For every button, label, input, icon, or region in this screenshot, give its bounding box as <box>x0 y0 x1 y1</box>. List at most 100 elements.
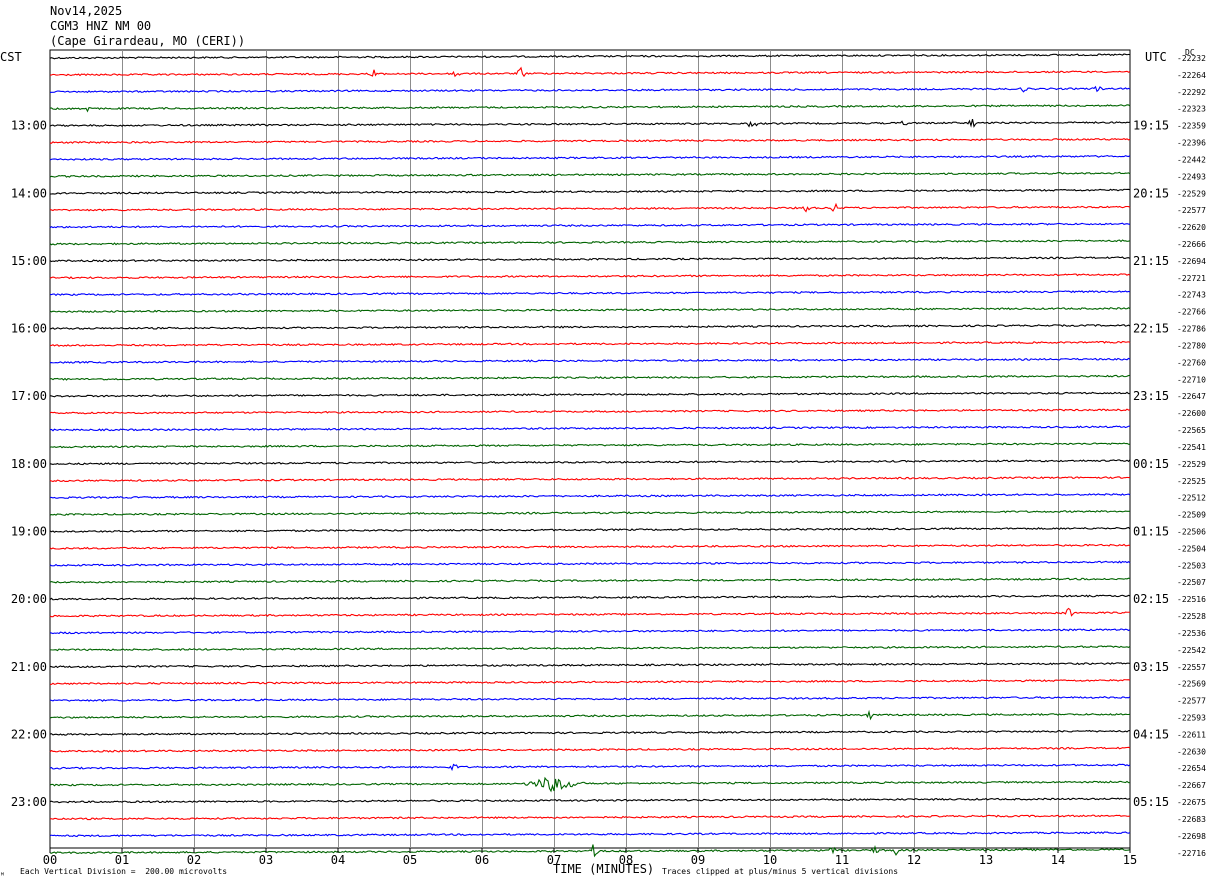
trace-19 <box>49 374 1131 381</box>
x-tick-label: 03 <box>259 853 273 867</box>
trace-28 <box>49 526 1131 533</box>
cst-hour-label: 22:00 <box>11 727 47 741</box>
cst-hour-label: 19:00 <box>11 524 47 538</box>
clip-note: Traces clipped at plus/minus 5 vertical … <box>662 867 899 876</box>
utc-hour-label: 20:15 <box>1133 186 1169 200</box>
cst-hour-label: 13:00 <box>11 119 47 133</box>
dc-offset-label: -22264 <box>1177 71 1206 80</box>
dc-offset-label: -22743 <box>1177 291 1206 300</box>
utc-hour-label: 03:15 <box>1133 660 1169 674</box>
header-date: Nov14,2025 <box>50 4 123 18</box>
header-station: CGM3 HNZ NM 00 <box>50 19 152 33</box>
cst-hour-label: 14:00 <box>11 186 47 200</box>
x-tick-label: 14 <box>1051 853 1065 867</box>
x-tick-label: 04 <box>331 853 345 867</box>
trace-35 <box>49 645 1131 652</box>
trace-9 <box>49 202 1131 213</box>
minute-gridlines <box>49 49 1131 849</box>
trace-22 <box>49 425 1131 432</box>
dc-offset-label: -22647 <box>1177 392 1206 401</box>
dc-header: DC <box>1185 48 1195 57</box>
trace-7 <box>49 171 1131 178</box>
dc-offset-label: -22529 <box>1177 189 1206 198</box>
trace-24 <box>49 459 1131 466</box>
x-tick-label: 06 <box>475 853 489 867</box>
utc-hour-label: 04:15 <box>1133 727 1169 741</box>
x-tick-label: 11 <box>835 853 849 867</box>
trace-38 <box>49 696 1131 702</box>
dc-offset-label: -22509 <box>1177 511 1206 520</box>
dc-offset-label: -22529 <box>1177 460 1206 469</box>
trace-16 <box>49 324 1131 330</box>
utc-hour-label: 23:15 <box>1133 389 1169 403</box>
cst-hour-label: 17:00 <box>11 389 47 403</box>
x-tick-label: 01 <box>115 853 129 867</box>
trace-36 <box>49 662 1131 669</box>
cst-hour-label: 20:00 <box>11 592 47 606</box>
dc-offset-label: -22493 <box>1177 172 1206 181</box>
dc-offset-label: -22766 <box>1177 308 1206 317</box>
dc-offset-label: -22577 <box>1177 206 1206 215</box>
dc-offset-label: -22359 <box>1177 122 1206 131</box>
utc-hour-label: 05:15 <box>1133 795 1169 809</box>
dc-offset-label: -22442 <box>1177 155 1206 164</box>
trace-3 <box>49 104 1131 113</box>
dc-offset-label: -22557 <box>1177 663 1206 672</box>
trace-11 <box>49 239 1131 246</box>
x-axis-ticks: 00 01 02 03 04 05 06 07 08 09 10 11 12 13 14 15 <box>43 848 1137 867</box>
trace-1 <box>49 66 1131 78</box>
trace-10 <box>49 222 1131 229</box>
trace-12 <box>49 256 1131 263</box>
trace-0 <box>49 53 1131 60</box>
trace-29 <box>49 543 1131 550</box>
trace-21 <box>49 408 1131 415</box>
corner-mark: ᴹ <box>0 871 5 880</box>
utc-label: UTC <box>1145 50 1167 64</box>
x-tick-label: 08 <box>619 853 633 867</box>
dc-offset-labels: -22232 -22264 -22292 -22323 -22359 -22396 -224… <box>1177 54 1206 858</box>
dc-offset-label: -22528 <box>1177 612 1206 621</box>
trace-43 <box>49 776 1131 793</box>
cst-hour-labels: 13:00 14:00 15:00 16:00 17:00 18:00 19:00 20:00… <box>11 119 47 809</box>
trace-15 <box>49 307 1131 314</box>
trace-2 <box>49 85 1131 94</box>
dc-offset-label: -22569 <box>1177 680 1206 689</box>
dc-offset-label: -22630 <box>1177 747 1206 756</box>
x-tick-label: 02 <box>187 853 201 867</box>
x-tick-label: 00 <box>43 853 57 867</box>
utc-hour-labels: 19:15 20:15 21:15 22:15 23:15 00:15 01:15 02:15… <box>1133 119 1169 809</box>
x-tick-label: 07 <box>547 853 561 867</box>
dc-offset-label: -22611 <box>1177 730 1206 739</box>
utc-hour-label: 00:15 <box>1133 457 1169 471</box>
dc-offset-label: -22507 <box>1177 578 1206 587</box>
dc-offset-label: -22504 <box>1177 544 1206 553</box>
dc-offset-label: -22760 <box>1177 358 1206 367</box>
trace-47 <box>49 844 1131 858</box>
dc-offset-label: -22542 <box>1177 646 1206 655</box>
x-axis-label: TIME (MINUTES) <box>553 862 655 876</box>
x-tick-label: 09 <box>691 853 705 867</box>
trace-32 <box>49 594 1131 601</box>
trace-5 <box>49 137 1131 144</box>
trace-40 <box>49 729 1131 736</box>
trace-23 <box>49 442 1131 449</box>
trace-44 <box>49 797 1131 804</box>
trace-46 <box>49 831 1131 838</box>
dc-offset-label: -22716 <box>1177 849 1206 858</box>
cst-hour-label: 18:00 <box>11 457 47 471</box>
cst-hour-label: 21:00 <box>11 660 47 674</box>
cst-hour-label: 23:00 <box>11 795 47 809</box>
utc-hour-label: 21:15 <box>1133 254 1169 268</box>
trace-4 <box>49 118 1131 128</box>
x-tick-label: 05 <box>403 853 417 867</box>
dc-offset-label: -22667 <box>1177 781 1206 790</box>
x-tick-label: 13 <box>979 853 993 867</box>
dc-offset-label: -22683 <box>1177 815 1206 824</box>
dc-offset-label: -22232 <box>1177 54 1206 63</box>
dc-offset-label: -22654 <box>1177 764 1206 773</box>
dc-offset-label: -22541 <box>1177 443 1206 452</box>
trace-6 <box>49 154 1131 161</box>
dc-offset-label: -22503 <box>1177 561 1206 570</box>
dc-offset-label: -22600 <box>1177 409 1206 418</box>
